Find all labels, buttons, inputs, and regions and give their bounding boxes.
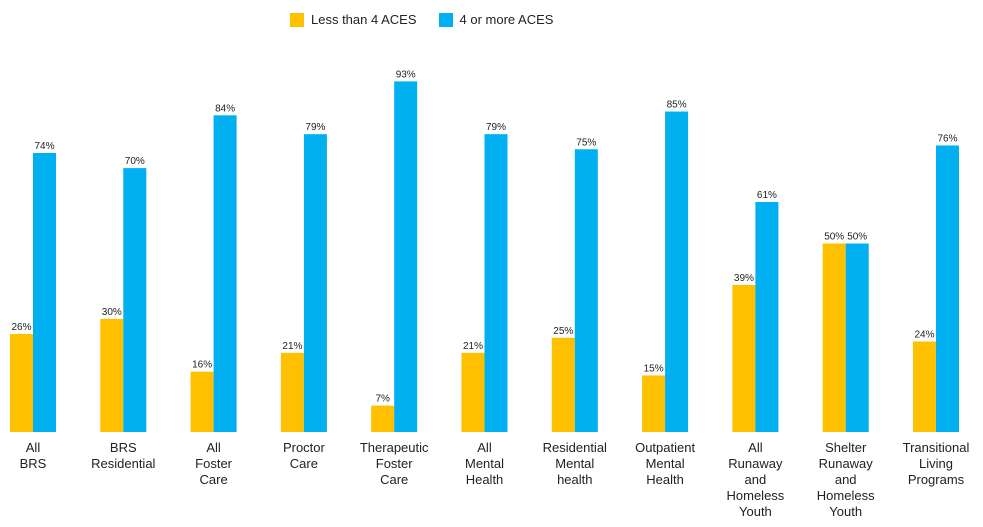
bar-4-or-more-0 [33,153,56,432]
data-label-4-or-more-7: 85% [667,100,687,111]
data-label-4-or-more-5: 79% [486,122,506,133]
bar-less-than-4-9 [823,244,846,433]
bar-4-or-more-2 [214,115,237,432]
data-label-4-or-more-1: 70% [125,156,145,167]
data-label-4-or-more-4: 93% [396,69,416,80]
data-label-4-or-more-6: 75% [576,137,596,148]
bar-4-or-more-7 [665,112,688,432]
data-label-less-than-4-9: 50% [824,232,844,243]
category-label-5: All Mental Health [465,440,504,487]
bar-less-than-4-0 [10,334,33,432]
bar-4-or-more-5 [485,134,508,432]
data-label-less-than-4-0: 26% [11,322,31,333]
bar-less-than-4-2 [191,372,214,432]
category-label-0: All BRS [20,440,47,471]
data-label-less-than-4-6: 25% [553,326,573,337]
category-label-3: Proctor Care [283,440,326,471]
data-label-less-than-4-4: 7% [375,394,390,405]
bar-less-than-4-3 [281,353,304,432]
data-label-less-than-4-10: 24% [914,330,934,341]
category-label-8: All Runaway and Homeless Youth [727,440,785,519]
bar-4-or-more-8 [755,202,778,432]
bar-4-or-more-9 [846,244,869,433]
data-label-less-than-4-1: 30% [102,307,122,318]
bar-4-or-more-10 [936,145,959,432]
bar-less-than-4-6 [552,338,575,432]
bar-less-than-4-4 [371,406,394,432]
category-label-2: All Foster Care [195,440,233,487]
bar-4-or-more-1 [123,168,146,432]
data-label-4-or-more-10: 76% [937,133,957,144]
data-label-4-or-more-8: 61% [757,190,777,201]
bar-4-or-more-6 [575,149,598,432]
data-label-less-than-4-2: 16% [192,360,212,371]
category-label-4: Therapeutic Foster Care [360,440,429,487]
data-label-less-than-4-7: 15% [644,363,664,374]
category-label-1: BRS Residential [91,440,155,471]
category-label-6: Residential Mental health [543,440,607,487]
bar-4-or-more-4 [394,81,417,432]
bar-less-than-4-10 [913,342,936,432]
category-label-9: Shelter Runaway and Homeless Youth [817,440,875,519]
data-label-4-or-more-2: 84% [215,103,235,114]
bar-4-or-more-3 [304,134,327,432]
data-label-less-than-4-5: 21% [463,341,483,352]
category-label-7: Outpatient Mental Health [635,440,695,487]
bar-less-than-4-5 [462,353,485,432]
category-label-10: Transitional Living Programs [903,440,970,487]
data-label-4-or-more-0: 74% [34,141,54,152]
bar-less-than-4-8 [732,285,755,432]
data-label-4-or-more-3: 79% [305,122,325,133]
data-label-4-or-more-9: 50% [847,232,867,243]
bar-less-than-4-1 [100,319,123,432]
data-label-less-than-4-3: 21% [282,341,302,352]
bar-less-than-4-7 [642,375,665,432]
data-label-less-than-4-8: 39% [734,273,754,284]
